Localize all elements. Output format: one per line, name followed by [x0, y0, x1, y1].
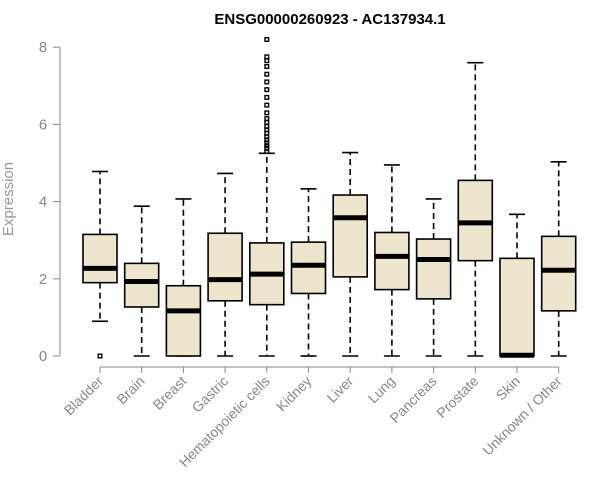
box-series: [82, 36, 577, 359]
y-tick-label: 4: [39, 194, 47, 211]
iqr-box: [207, 232, 243, 302]
outlier-point: [264, 145, 270, 151]
x-tick-label: Breast: [150, 373, 190, 413]
outlier-point: [264, 116, 270, 122]
outlier-point: [264, 36, 270, 42]
iqr-box: [499, 257, 535, 357]
x-tick-label: Bladder: [61, 373, 107, 419]
outlier-point: [264, 71, 270, 77]
y-axis: 0 2 4 6 8: [39, 39, 61, 365]
box-pancreas: [415, 198, 452, 357]
outlier-point: [264, 63, 270, 69]
box-hematopoietic-cells: [249, 36, 285, 357]
box-kidney: [290, 188, 327, 357]
y-axis-label: Expression: [0, 162, 17, 236]
outlier-point: [264, 143, 270, 149]
iqr-box: [123, 262, 160, 308]
iqr-box: [415, 238, 452, 300]
iqr-box: [374, 231, 410, 291]
y-tick-label: 2: [39, 271, 47, 288]
chart-title: ENSG00000260923 - AC137934.1: [214, 11, 445, 28]
outlier-point: [264, 58, 270, 64]
iqr-box: [165, 284, 202, 357]
outlier-point: [264, 119, 270, 125]
iqr-box: [82, 233, 118, 284]
x-tick-label: Prostate: [433, 373, 481, 421]
x-tick-label: Liver: [324, 373, 357, 406]
y-tick-label: 8: [39, 39, 47, 56]
box-lung: [374, 164, 410, 357]
iqr-box: [332, 194, 369, 278]
x-tick-label: Brain: [113, 373, 147, 407]
outlier-point: [264, 79, 270, 85]
outlier-point: [264, 123, 270, 129]
box-gastric: [207, 172, 243, 357]
y-tick-label: 6: [39, 116, 47, 133]
box-brain: [123, 205, 160, 357]
outlier-point: [264, 94, 270, 100]
box-liver: [332, 151, 369, 357]
box-unknown-other: [540, 161, 577, 357]
outlier-point: [264, 54, 270, 60]
box-bladder: [82, 170, 118, 359]
outlier-point: [264, 87, 270, 93]
x-tick-label: Skin: [493, 373, 524, 404]
outlier-point: [264, 110, 270, 116]
iqr-box: [290, 241, 327, 295]
iqr-box: [540, 235, 577, 312]
x-tick-label: Lung: [365, 373, 398, 406]
outlier-point: [264, 102, 270, 108]
y-tick-label: 0: [39, 348, 47, 365]
outlier-point: [97, 353, 103, 359]
x-tick-label: Unknown / Other: [479, 373, 565, 459]
box-breast: [165, 198, 202, 357]
box-prostate: [457, 61, 494, 357]
box-skin: [499, 213, 535, 358]
x-tick-label: Kidney: [273, 373, 315, 415]
